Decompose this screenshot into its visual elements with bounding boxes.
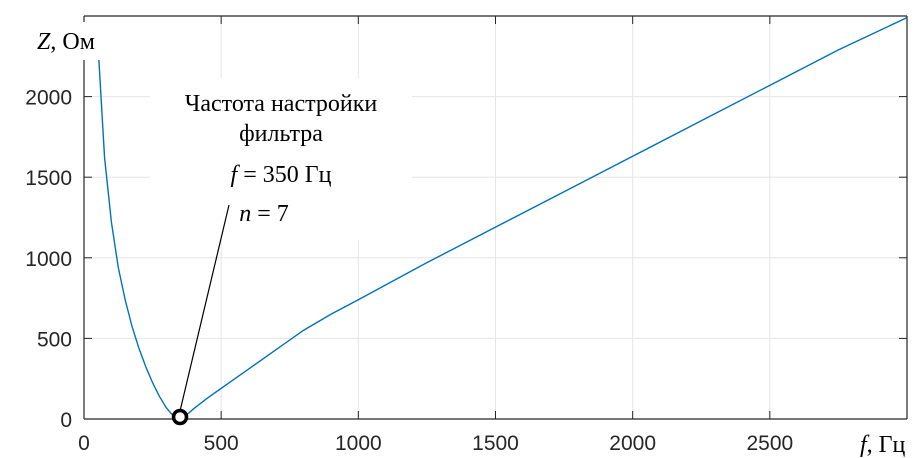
annotation-order: n = 7 xyxy=(239,201,289,227)
resonance-marker xyxy=(171,408,189,426)
x-tick-label-4: 2000 xyxy=(609,432,656,455)
y-tick-label-3: 1500 xyxy=(25,167,72,190)
y-tick-label-0: 0 xyxy=(60,409,72,432)
x-tick-label-1: 500 xyxy=(204,432,239,455)
annotation-frequency: f = 350 Гц xyxy=(231,162,332,188)
x-tick-label-2: 1000 xyxy=(335,432,382,455)
y-axis-ticks: 0 500 1000 1500 2000 xyxy=(25,87,907,432)
annotation-order-symbol: n xyxy=(239,201,251,227)
x-tick-label-5: 2500 xyxy=(746,432,793,455)
y-axis-symbol: Z xyxy=(37,29,51,55)
x-tick-label-3: 1500 xyxy=(472,432,519,455)
x-axis-ticks: 0 500 1000 1500 2000 2500 xyxy=(78,16,793,455)
annotation-line-1: Частота настройки xyxy=(185,91,378,117)
annotation-order-text: = 7 xyxy=(251,201,289,227)
y-title-background xyxy=(30,22,112,60)
annotation-background xyxy=(150,78,412,240)
annotation-leader-line xyxy=(179,204,230,412)
y-axis-title: Z, Ом xyxy=(37,29,95,55)
annotation-line-2: фильтра xyxy=(239,121,323,147)
x-axis-title: f, Гц xyxy=(860,432,906,458)
x-axis-unit: , Гц xyxy=(867,432,906,458)
x-tick-label-0: 0 xyxy=(78,432,90,455)
x-axis-symbol: f xyxy=(860,432,870,458)
annotation-frequency-symbol: f xyxy=(231,162,241,188)
y-axis-unit: , Ом xyxy=(50,29,95,55)
y-tick-label-1: 500 xyxy=(37,328,72,351)
y-tick-label-4: 2000 xyxy=(25,87,72,110)
annotation-frequency-text: = 350 Гц xyxy=(237,162,331,188)
y-tick-label-2: 1000 xyxy=(25,248,72,271)
